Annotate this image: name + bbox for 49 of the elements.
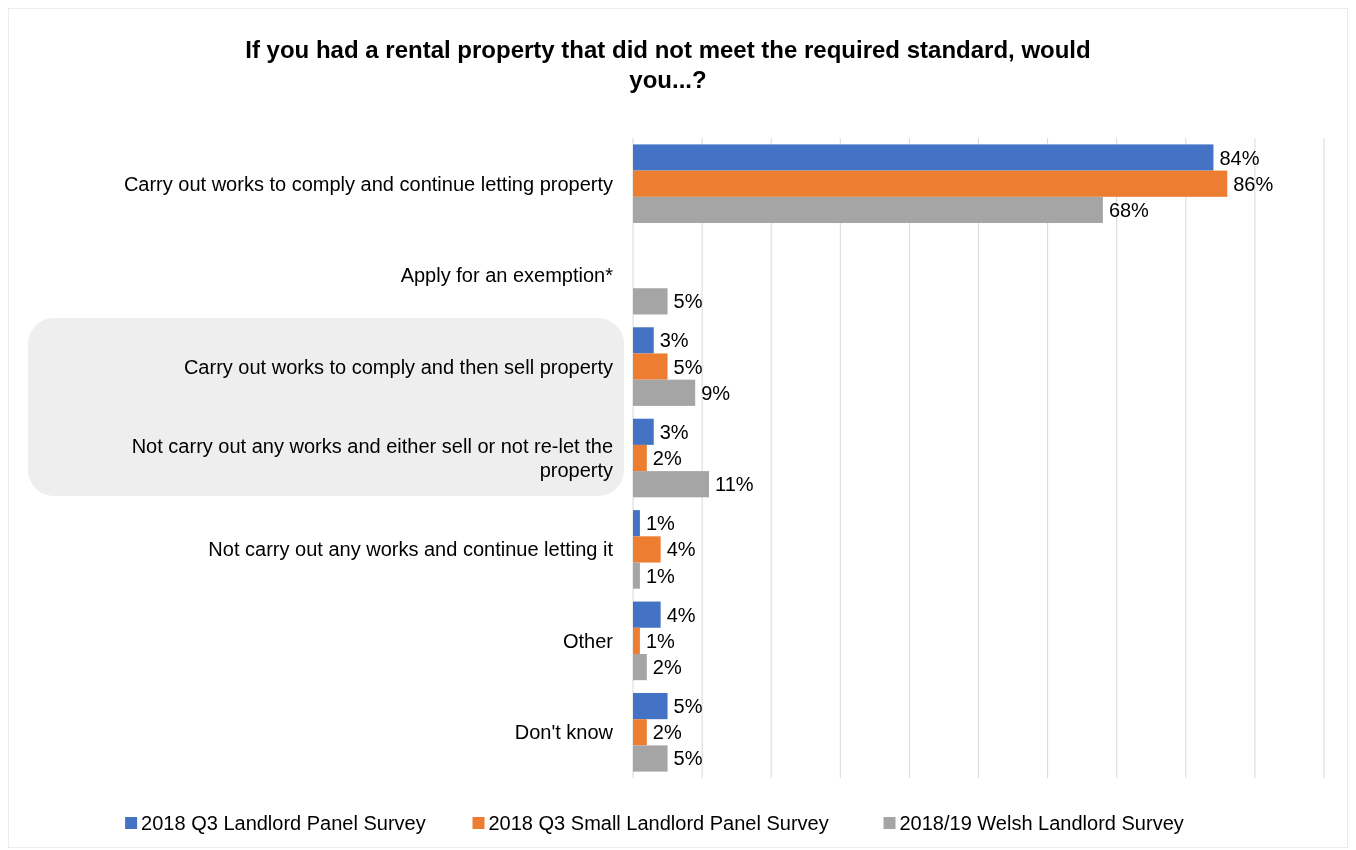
data-label: 84% xyxy=(1219,146,1260,169)
bar xyxy=(633,745,668,772)
bar xyxy=(633,288,668,315)
data-label: 5% xyxy=(673,695,703,718)
bar xyxy=(633,327,654,354)
bar xyxy=(633,536,661,563)
bar xyxy=(633,144,1214,171)
bar xyxy=(633,653,647,681)
data-label: 3% xyxy=(659,420,689,443)
y-tick-label: Carry out works to comply and continue letting property xyxy=(123,172,613,195)
bar xyxy=(633,170,1228,197)
bar xyxy=(633,196,1103,224)
bar xyxy=(633,719,647,746)
data-label: 3% xyxy=(659,329,689,352)
bar xyxy=(633,562,640,589)
bar xyxy=(633,444,647,472)
data-label: 5% xyxy=(673,747,703,770)
y-tick-label: Other xyxy=(562,629,614,652)
data-label: 4% xyxy=(666,538,696,561)
data-label: 1% xyxy=(645,564,676,587)
legend-label: 2018 Q3 Landlord Panel Survey xyxy=(141,812,426,834)
data-label: 1% xyxy=(645,629,676,652)
data-label: 2% xyxy=(652,447,682,469)
y-tick-label: Apply for an exemption* xyxy=(400,264,614,287)
bar xyxy=(633,379,696,406)
bar xyxy=(633,471,710,498)
y-tick-label: Not carry out any works and either sell or not re-let the property xyxy=(131,435,613,481)
data-label: 5% xyxy=(673,355,703,378)
bar xyxy=(633,510,640,537)
data-label: 68% xyxy=(1108,198,1150,221)
y-tick-label: Not carry out any works and continue letting it xyxy=(208,538,614,561)
data-label: 1% xyxy=(645,512,676,535)
data-label: 2% xyxy=(652,721,682,744)
data-label: 9% xyxy=(701,381,731,404)
bar xyxy=(633,627,640,654)
data-label: 2% xyxy=(652,656,682,679)
bar xyxy=(633,601,661,628)
data-label: 86% xyxy=(1233,172,1274,195)
y-tick-label: Carry out works to comply and then sell property xyxy=(183,355,613,378)
data-label: 4% xyxy=(666,603,696,626)
bar xyxy=(633,692,668,720)
data-label: 11% xyxy=(715,473,754,496)
bar xyxy=(633,353,668,380)
y-tick-label: Don't know xyxy=(514,721,614,744)
chart-title: If you had a rental property that did not meet the required standard, would you...? xyxy=(245,36,1091,93)
legend-label: 2018/19 Welsh Landlord Survey xyxy=(899,812,1184,834)
data-label: 5% xyxy=(673,290,703,313)
legend-label: 2018 Q3 Small Landlord Panel Survey xyxy=(488,812,829,834)
bar xyxy=(633,418,654,445)
